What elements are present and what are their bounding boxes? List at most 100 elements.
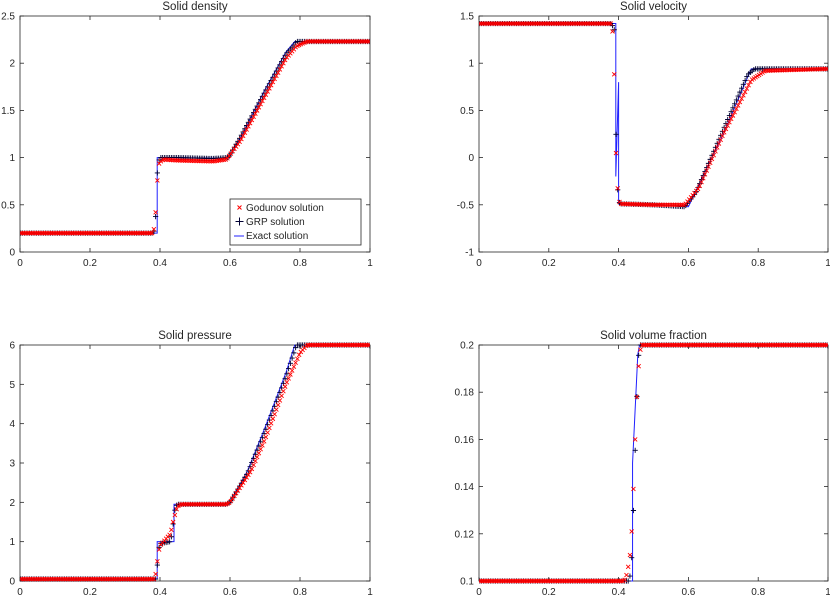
series-godunov-point [666, 342, 671, 348]
series-godunov-point [700, 175, 706, 181]
series-godunov-point [151, 576, 157, 582]
x-tick-label: 0.4 [153, 587, 167, 598]
series-godunov-point [772, 68, 778, 73]
series-godunov-point [758, 342, 764, 348]
series-godunov-point [132, 230, 137, 236]
series-godunov-point [552, 21, 558, 26]
series-godunov-point [660, 202, 666, 208]
series-godunov-point [23, 230, 29, 236]
series-godunov-point [493, 21, 498, 26]
series-godunov-point [43, 576, 48, 582]
series-godunov-point [352, 342, 358, 348]
series-godunov-point [608, 578, 614, 584]
series-godunov-point [763, 68, 769, 74]
series-godunov-point [365, 342, 370, 348]
series-godunov-point [88, 576, 94, 582]
series-godunov-point [604, 578, 610, 584]
series-godunov-point [179, 158, 185, 163]
x-tick-label: 0.8 [293, 587, 307, 598]
series-godunov-point [57, 576, 62, 582]
series-godunov-point [331, 342, 337, 348]
series-godunov-point [699, 179, 704, 185]
y-tick-label: 2 [9, 498, 15, 509]
series-godunov-point [333, 39, 339, 44]
series-godunov-point [347, 39, 353, 44]
series-godunov-point [195, 158, 200, 164]
series-godunov-point [36, 230, 41, 236]
series-godunov-point [109, 230, 115, 236]
series-godunov-point [613, 578, 619, 584]
series-grp-point [742, 77, 748, 83]
series-godunov-point [111, 576, 116, 582]
series-godunov-point [671, 342, 676, 348]
series-godunov-point [515, 578, 521, 584]
series-godunov-point [181, 501, 186, 507]
series-godunov-point [207, 501, 213, 507]
series-godunov-point [183, 501, 188, 507]
series-godunov-point [711, 152, 717, 158]
series-godunov-point [335, 342, 340, 348]
series-godunov-point [700, 342, 706, 348]
series-godunov-point [146, 230, 151, 236]
series-godunov-point [709, 342, 715, 348]
series-godunov-point [592, 578, 598, 584]
series-godunov-point [627, 201, 633, 207]
series-godunov-point [592, 21, 598, 26]
series-godunov-point [148, 576, 153, 582]
series-godunov-point [261, 439, 267, 444]
series-godunov-point [233, 490, 239, 496]
series-godunov-point [363, 342, 368, 348]
series-godunov-point [153, 210, 158, 215]
series-godunov-point [617, 578, 622, 584]
series-godunov-point [652, 342, 657, 348]
series-godunov-point [326, 342, 332, 348]
series-godunov-point [789, 67, 795, 73]
series-godunov-point [528, 21, 533, 26]
series-godunov-point [135, 230, 141, 236]
series-godunov-point [618, 578, 624, 584]
series-godunov-point [580, 21, 586, 26]
series-godunov-point [734, 342, 739, 348]
series-godunov-point [728, 342, 734, 348]
series-godunov-point [211, 501, 216, 507]
series-godunov-point [79, 576, 85, 582]
series-godunov-point [284, 380, 290, 385]
series-godunov-point [531, 578, 537, 584]
series-godunov-point [102, 576, 108, 582]
x-tick-label: 0 [17, 587, 23, 598]
series-godunov-point [62, 230, 67, 236]
series-godunov-point [482, 578, 488, 584]
series-godunov-point [251, 114, 256, 120]
series-godunov-point [347, 342, 353, 348]
series-godunov-point [692, 342, 697, 348]
series-godunov-point [803, 342, 809, 348]
series-godunov-point [85, 576, 90, 582]
series-godunov-point [641, 202, 647, 207]
series-godunov-point [723, 342, 729, 348]
series-godunov-point [695, 186, 701, 192]
series-godunov-point [557, 21, 563, 26]
series-godunov-point [263, 434, 269, 440]
series-godunov-point [793, 342, 799, 348]
series-godunov-point [25, 576, 31, 582]
series-godunov-point [568, 21, 573, 26]
series-godunov-point [279, 393, 284, 399]
axes-box [478, 15, 829, 253]
series-godunov-point [34, 230, 39, 236]
y-tick-label: 0 [9, 248, 15, 259]
series-godunov-point [690, 342, 696, 348]
series-godunov-point [244, 127, 249, 132]
series-godunov-point [237, 485, 242, 491]
series-godunov-point [636, 363, 641, 369]
series-godunov-point [93, 230, 99, 236]
series-godunov-point [282, 57, 288, 63]
series-godunov-point [597, 21, 603, 26]
series-godunov-point [713, 148, 718, 154]
x-tick-label: 0 [476, 587, 482, 598]
chart-title: Solid velocity [620, 1, 687, 13]
series-godunov-point [706, 164, 711, 169]
series-godunov-point [267, 425, 272, 431]
series-godunov-point [69, 576, 74, 582]
series-godunov-point [775, 68, 781, 73]
series-godunov-point [596, 578, 601, 584]
